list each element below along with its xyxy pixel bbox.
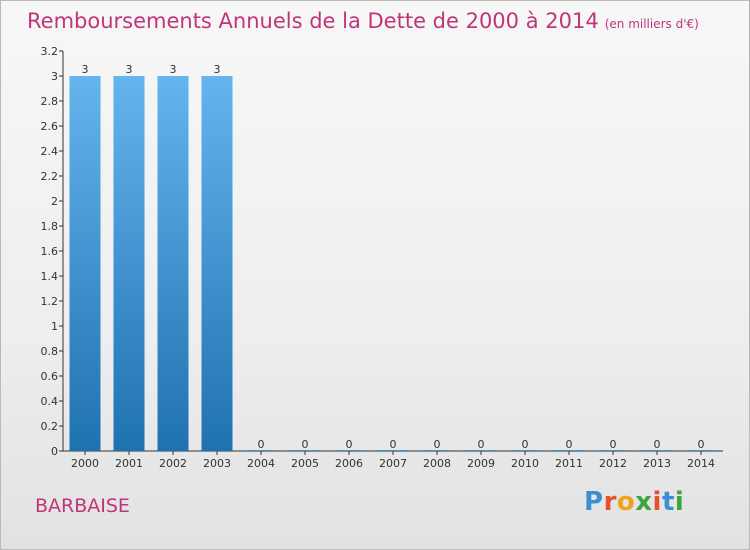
bar-2003 xyxy=(201,76,233,451)
y-tick-label: 1.4 xyxy=(41,270,59,283)
x-tick-label: 2012 xyxy=(599,457,627,470)
y-tick-label: 0.2 xyxy=(41,420,59,433)
bar-2002 xyxy=(157,76,189,451)
x-tick-label: 2001 xyxy=(115,457,143,470)
bar-2004 xyxy=(245,450,277,451)
logo-letter: t xyxy=(661,487,675,517)
y-tick-label: 0.4 xyxy=(41,395,59,408)
x-axis: 2000 2001 2002 2003 2004 2005 2006 2007 2008 2009… xyxy=(63,450,723,470)
logo-letter: P xyxy=(584,487,604,517)
x-tick-label: 2005 xyxy=(291,457,319,470)
logo-letter: i xyxy=(652,487,662,517)
data-label: 0 xyxy=(610,438,617,451)
bar-2014 xyxy=(685,450,717,451)
y-tick-label: 3 xyxy=(51,70,58,83)
x-tick-label: 2011 xyxy=(555,457,583,470)
y-tick-label: 2 xyxy=(51,195,58,208)
data-label: 0 xyxy=(566,438,573,451)
data-label: 3 xyxy=(82,63,89,76)
bar-2013 xyxy=(641,450,673,451)
data-label: 0 xyxy=(522,438,529,451)
data-label: 0 xyxy=(478,438,485,451)
y-tick-label: 0.6 xyxy=(41,370,59,383)
bar-2005 xyxy=(289,450,321,451)
x-tick-label: 2004 xyxy=(247,457,275,470)
x-tick-label: 2014 xyxy=(687,457,715,470)
logo-letter: o xyxy=(616,487,636,517)
bar-2011 xyxy=(553,450,585,451)
bar-2009 xyxy=(465,450,497,451)
x-tick-label: 2008 xyxy=(423,457,451,470)
bar-2012 xyxy=(597,450,629,451)
y-tick-label: 2.2 xyxy=(41,170,59,183)
y-tick-label: 1.6 xyxy=(41,245,59,258)
x-tick-label: 2013 xyxy=(643,457,671,470)
chart-title-text: Remboursements Annuels de la Dette de 20… xyxy=(27,9,599,33)
bar-2006 xyxy=(333,450,365,451)
data-label: 3 xyxy=(214,63,221,76)
data-label: 0 xyxy=(434,438,441,451)
x-tick-label: 2000 xyxy=(71,457,99,470)
bar-2010 xyxy=(509,450,541,451)
logo-letter: i xyxy=(674,487,685,517)
y-tick-label: 2.4 xyxy=(41,145,59,158)
logo-letter: r xyxy=(603,487,617,517)
location-name: BARBAISE xyxy=(35,495,130,517)
x-tick-label: 2009 xyxy=(467,457,495,470)
data-label: 0 xyxy=(654,438,661,451)
bar-2001 xyxy=(113,76,145,451)
data-label: 0 xyxy=(346,438,353,451)
y-tick-label: 2.8 xyxy=(41,95,59,108)
x-tick-label: 2010 xyxy=(511,457,539,470)
y-tick-label: 2.6 xyxy=(41,120,59,133)
data-label: 0 xyxy=(302,438,309,451)
data-label: 0 xyxy=(390,438,397,451)
y-tick-label: 0.8 xyxy=(41,345,59,358)
bar-2000 xyxy=(69,76,101,451)
data-label: 0 xyxy=(698,438,705,451)
proxiti-logo[interactable]: Proxiti xyxy=(584,487,684,517)
x-tick-label: 2002 xyxy=(159,457,187,470)
data-label: 0 xyxy=(258,438,265,451)
data-label: 3 xyxy=(126,63,133,76)
y-tick-label: 1.2 xyxy=(41,295,59,308)
x-tick-label: 2007 xyxy=(379,457,407,470)
bar-2007 xyxy=(377,450,409,451)
chart-subtitle: (en milliers d'€) xyxy=(604,17,699,31)
bar-2008 xyxy=(421,450,453,451)
y-tick-label: 3.2 xyxy=(41,45,59,58)
bars xyxy=(69,76,717,451)
logo-letter: x xyxy=(635,487,653,517)
data-labels: 3 3 3 3 0 0 0 0 0 0 0 0 0 0 0 xyxy=(82,63,705,451)
data-label: 3 xyxy=(170,63,177,76)
x-tick-label: 2003 xyxy=(203,457,231,470)
y-tick-label: 0 xyxy=(51,445,58,458)
chart-title: Remboursements Annuels de la Dette de 20… xyxy=(27,9,699,33)
y-axis: 0 0.2 0.4 0.6 0.8 1 1.2 1.4 1.6 1.8 2 2.2 2.4 2.6 2.8 3… xyxy=(41,45,64,458)
y-tick-label: 1.8 xyxy=(41,220,59,233)
x-tick-label: 2006 xyxy=(335,457,363,470)
y-tick-label: 1 xyxy=(51,320,58,333)
